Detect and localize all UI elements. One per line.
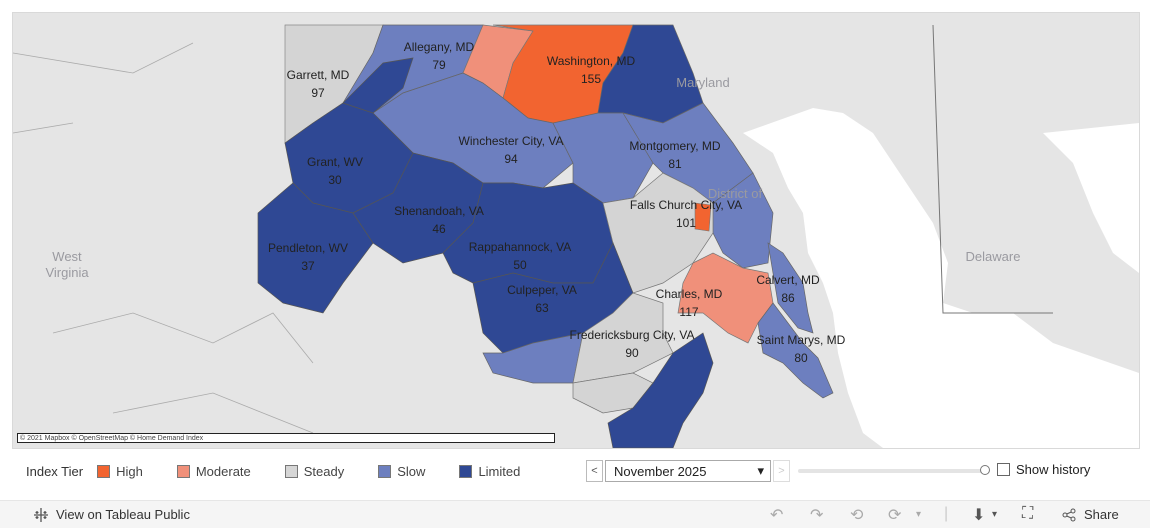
redo-icon[interactable]: ↷ <box>810 507 824 524</box>
label-fallschurch-value: 101 <box>676 216 696 230</box>
share-button[interactable]: Share <box>1062 507 1119 522</box>
label-allegany-value: 79 <box>432 58 446 72</box>
month-select[interactable]: November 2025 ▾ <box>605 460 771 482</box>
show-history-toggle[interactable]: Show history <box>997 462 1090 477</box>
label-shenandoah-value: 46 <box>432 222 446 236</box>
show-history-label: Show history <box>1016 462 1091 477</box>
legend-swatch-limited <box>459 464 473 478</box>
legend-item-steady[interactable]: Steady <box>284 463 345 479</box>
label-saintmarys-value: 80 <box>794 351 808 365</box>
map-attribution[interactable]: © 2021 Mapbox © OpenStreetMap © Home Dem… <box>17 433 555 443</box>
bg-label-delaware: Delaware <box>966 249 1021 264</box>
label-allegany-name: Allegany, MD <box>404 40 475 54</box>
label-montgomery-name: Montgomery, MD <box>629 139 720 153</box>
label-winchester-value: 94 <box>504 152 518 166</box>
label-culpeper-value: 63 <box>535 301 549 315</box>
legend-label-slow: Slow <box>397 463 426 479</box>
bg-label-west-virginia-2: Virginia <box>45 265 89 280</box>
bg-label-west-virginia-1: West <box>52 249 82 264</box>
legend-swatch-high <box>97 464 111 478</box>
share-icon <box>1062 508 1076 521</box>
legend-title: Index Tier <box>26 463 84 479</box>
label-fallschurch-name: Falls Church City, VA <box>630 198 742 212</box>
label-montgomery-value: 81 <box>668 157 682 171</box>
tableau-toolbar: View on Tableau Public ↶ ↷ ⟲ ⟳ ▾ | ⬇ ▾ ⛶… <box>0 500 1150 528</box>
map-view[interactable]: Maryland West Virginia Delaware District… <box>12 12 1140 449</box>
delaware-bay <box>1043 123 1139 273</box>
next-month-button[interactable]: > <box>773 460 790 482</box>
county-saintmarys[interactable] <box>757 302 834 399</box>
refresh-icon[interactable]: ⟳ <box>888 507 902 524</box>
label-grant-name: Grant, WV <box>307 155 363 169</box>
tableau-logo-icon <box>34 507 48 522</box>
county-fallschurch[interactable] <box>694 202 712 232</box>
label-culpeper-name: Culpeper, VA <box>507 283 577 297</box>
legend-swatch-moderate <box>176 464 190 478</box>
label-shenandoah-name: Shenandoah, VA <box>394 204 484 218</box>
label-fredericksburg-value: 90 <box>625 346 639 360</box>
legend-label-moderate: Moderate <box>195 463 251 479</box>
label-saintmarys-name: Saint Marys, MD <box>757 333 846 347</box>
toolbar-divider: | <box>944 505 949 522</box>
undo-icon[interactable]: ↶ <box>770 507 784 524</box>
download-icon[interactable]: ⬇ <box>972 507 986 524</box>
bg-label-maryland: Maryland <box>676 75 729 90</box>
show-history-checkbox[interactable] <box>997 463 1010 476</box>
label-charles-value: 117 <box>679 305 698 319</box>
label-washington-value: 155 <box>581 72 601 86</box>
fullscreen-icon[interactable]: ⛶ <box>1022 505 1034 522</box>
county-calvert[interactable] <box>767 242 814 334</box>
county-lines-south <box>52 312 314 434</box>
share-label: Share <box>1084 507 1119 522</box>
legend-swatch-slow <box>378 464 392 478</box>
label-washington-name: Washington, MD <box>547 54 636 68</box>
view-on-tableau-link[interactable]: View on Tableau Public <box>34 507 190 522</box>
download-dropdown-icon[interactable]: ▾ <box>992 509 998 520</box>
bg-label-district: District of <box>708 186 763 201</box>
label-calvert-name: Calvert, MD <box>756 273 820 287</box>
legend-label-high: High <box>116 463 143 479</box>
label-grant-value: 30 <box>328 173 342 187</box>
slider-handle[interactable] <box>980 465 990 475</box>
label-winchester-name: Winchester City, VA <box>459 134 564 148</box>
label-fredericksburg-name: Fredericksburg City, VA <box>570 328 695 342</box>
legend-swatch-steady <box>284 464 298 478</box>
county-caroline[interactable] <box>607 332 714 448</box>
month-pager: < November 2025 ▾ > <box>586 460 790 482</box>
legend-item-slow[interactable]: Slow <box>378 464 425 479</box>
view-on-tableau-label: View on Tableau Public <box>56 507 190 522</box>
refresh-dropdown-icon[interactable]: ▾ <box>916 509 922 520</box>
map-canvas[interactable]: Maryland West Virginia Delaware District… <box>13 13 1139 448</box>
index-tier-legend: Index Tier High Moderate Steady Slow Lim… <box>12 462 554 480</box>
label-calvert-value: 86 <box>781 291 795 305</box>
county-lines <box>13 42 194 134</box>
month-slider[interactable] <box>798 465 990 475</box>
label-garrett-name: Garrett, MD <box>287 68 350 82</box>
county-pendleton[interactable] <box>257 182 374 314</box>
month-select-value: November 2025 <box>614 463 707 479</box>
label-garrett-value: 97 <box>311 86 325 100</box>
delaware-border <box>932 24 1053 314</box>
chevron-down-icon: ▾ <box>757 463 764 478</box>
county-mineral[interactable] <box>342 57 414 114</box>
label-pendleton-name: Pendleton, WV <box>268 241 348 255</box>
label-pendleton-value: 37 <box>301 259 315 273</box>
county-charles[interactable] <box>677 252 774 344</box>
legend-item-moderate[interactable]: Moderate <box>176 463 251 479</box>
county-princegeorges[interactable] <box>712 172 774 269</box>
legend-label-limited: Limited <box>478 463 521 479</box>
prev-month-button[interactable]: < <box>586 460 603 482</box>
label-rappahannock-value: 50 <box>513 258 527 272</box>
legend-item-high[interactable]: High <box>97 464 143 479</box>
legend-item-limited[interactable]: Limited <box>459 464 520 479</box>
label-charles-name: Charles, MD <box>656 287 723 301</box>
legend-label-steady: Steady <box>303 463 345 479</box>
chesapeake-bay <box>743 108 1139 448</box>
label-rappahannock-name: Rappahannock, VA <box>469 240 572 254</box>
revert-icon[interactable]: ⟲ <box>850 507 864 524</box>
